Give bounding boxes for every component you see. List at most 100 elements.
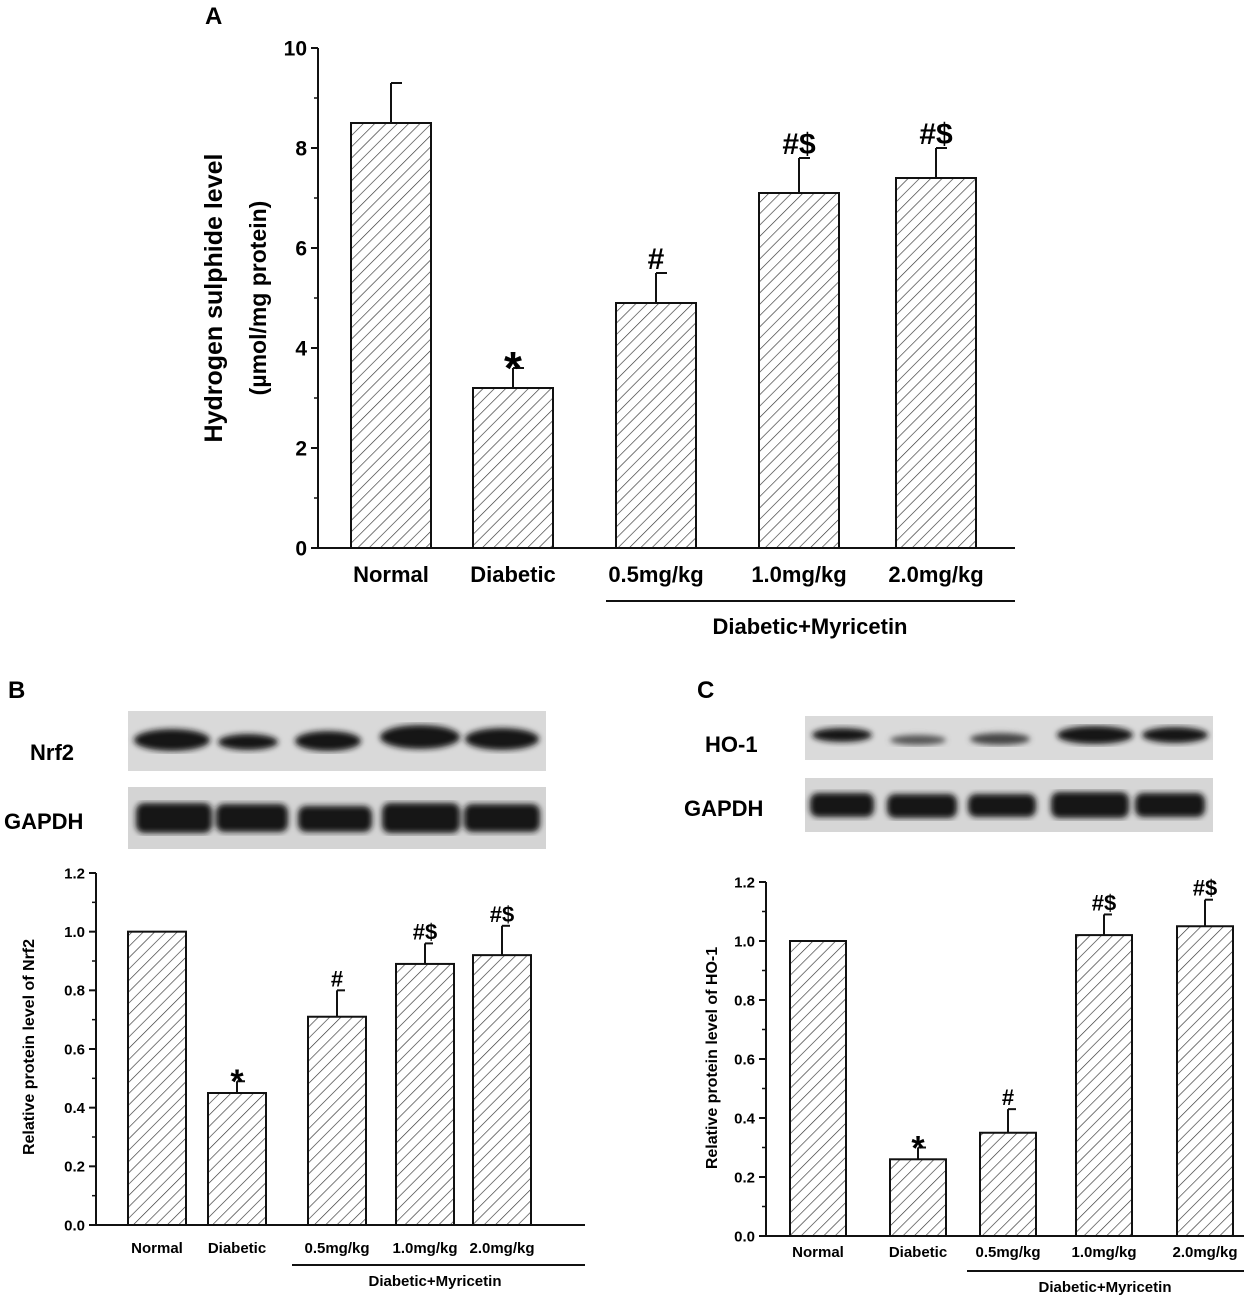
bar-c	[1075, 934, 1133, 1237]
significance-mark-a: *	[504, 342, 522, 394]
y-tick-label-c: 1.0	[734, 933, 755, 950]
y-axis-title-b: Relative protein level of Nrf2	[21, 939, 38, 1155]
blot-bands-ho1	[812, 726, 1208, 745]
category-label-a: Diabetic	[470, 562, 556, 587]
significance-mark-c: #$	[1092, 890, 1116, 915]
y-tick-label-a: 8	[295, 137, 307, 160]
y-tick-label-a: 2	[295, 437, 307, 460]
group-label-c: Diabetic+Myricetin	[1039, 1279, 1172, 1296]
band-gapdh-b-3	[298, 806, 372, 832]
panel-letter-b: B	[8, 677, 25, 704]
panel-letter-a: A	[205, 3, 222, 30]
band-nrf2-normal	[134, 729, 210, 751]
band-nrf2-diabetic	[218, 734, 278, 750]
category-label-c: Normal	[792, 1244, 844, 1261]
y-tick-label-b: 0.4	[64, 1100, 86, 1117]
y-tick-label-c: 0.0	[734, 1228, 755, 1245]
band-gapdh-c-1	[810, 793, 874, 817]
bar-c	[1176, 925, 1234, 1237]
y-tick-label-c: 0.2	[734, 1169, 755, 1186]
category-label-c: 0.5mg/kg	[975, 1244, 1040, 1261]
band-ho1-diabetic	[890, 735, 946, 745]
band-ho1-1.0	[1057, 726, 1133, 744]
band-gapdh-b-5	[464, 804, 540, 832]
y-tick-label-a: 6	[295, 237, 307, 260]
band-gapdh-c-3	[968, 794, 1036, 817]
bar-b	[307, 1015, 367, 1226]
significance-mark-c: #	[1002, 1085, 1014, 1110]
category-label-a: 2.0mg/kg	[888, 562, 983, 587]
band-ho1-0.5	[970, 733, 1030, 745]
significance-mark-a: #	[648, 243, 665, 276]
chart-panel-b: 0.0 0.2 0.4 0.6 0.8 1.0 1.2 Normal * Diabetic #0.5…	[21, 865, 585, 1290]
significance-mark-b: #$	[413, 919, 437, 944]
chart-panel-a: 0 2 4 6 8 10 Normal * Diabetic #0.5mg/kg #$ 1.0mg/k…	[200, 37, 1015, 639]
y-tick-label-b: 0.6	[64, 1041, 85, 1058]
band-gapdh-b-2	[216, 804, 288, 832]
y-tick-label-a: 10	[284, 37, 307, 60]
significance-mark-b: #	[331, 966, 343, 991]
blot-bands-gapdh-c	[810, 792, 1205, 818]
band-nrf2-1.0	[380, 725, 460, 749]
bar-a	[615, 302, 697, 549]
y-axis-title-unit-a: (µmol/mg protein)	[245, 201, 271, 396]
category-label-b: Normal	[131, 1240, 183, 1257]
y-tick-label-c: 0.8	[734, 992, 755, 1009]
category-label-b: Diabetic	[208, 1240, 266, 1257]
blot-label-gapdh-c: GAPDH	[684, 796, 763, 821]
significance-mark-c: #$	[1193, 876, 1217, 901]
blot-label-nrf2: Nrf2	[30, 740, 74, 765]
y-tick-label-b: 1.2	[64, 865, 85, 882]
band-ho1-normal	[812, 728, 872, 742]
category-label-b: 2.0mg/kg	[469, 1240, 534, 1257]
band-gapdh-c-5	[1135, 793, 1205, 817]
significance-mark-b: #$	[490, 902, 514, 927]
y-axis-title-c: Relative protein level of HO-1	[704, 947, 721, 1169]
category-label-a: 1.0mg/kg	[751, 562, 846, 587]
category-label-b: 1.0mg/kg	[392, 1240, 457, 1257]
blot-label-ho1: HO-1	[705, 732, 758, 757]
blot-bands-nrf2	[134, 725, 539, 751]
blot-label-gapdh-b: GAPDH	[4, 809, 83, 834]
band-gapdh-b-4	[382, 803, 460, 833]
band-gapdh-c-2	[887, 794, 957, 818]
bar-a	[758, 192, 840, 549]
y-tick-label-a: 4	[295, 337, 307, 360]
band-ho1-2.0	[1142, 727, 1208, 743]
category-label-c: 1.0mg/kg	[1071, 1244, 1136, 1261]
band-gapdh-c-4	[1051, 792, 1129, 818]
bar-b	[395, 962, 455, 1227]
group-label-b: Diabetic+Myricetin	[369, 1273, 502, 1290]
significance-mark-b: *	[230, 1063, 244, 1101]
group-label-a: Diabetic+Myricetin	[712, 614, 907, 639]
y-tick-label-c: 1.2	[734, 874, 755, 891]
category-label-a: Normal	[353, 562, 429, 587]
y-tick-label-b: 1.0	[64, 924, 85, 941]
category-label-b: 0.5mg/kg	[304, 1240, 369, 1257]
bar-c	[979, 1131, 1037, 1237]
bar-a	[350, 122, 432, 549]
category-label-a: 0.5mg/kg	[608, 562, 703, 587]
y-tick-label-b: 0.8	[64, 983, 85, 1000]
y-tick-label-b: 0.2	[64, 1159, 85, 1176]
bar-b	[127, 930, 187, 1227]
bar-a	[895, 177, 977, 549]
western-blot-c: HO-1 GAPDH	[684, 716, 1213, 832]
y-tick-label-a: 0	[295, 537, 307, 560]
y-tick-label-c: 0.6	[734, 1051, 755, 1068]
bar-c	[889, 1158, 947, 1238]
western-blot-b: Nrf2 GAPDH	[4, 711, 546, 849]
significance-mark-a: #$	[919, 118, 953, 151]
bar-b	[207, 1092, 267, 1226]
y-tick-label-b: 0.0	[64, 1217, 85, 1234]
chart-panel-c: 0.0 0.2 0.4 0.6 0.8 1.0 1.2 Normal * Diabetic #0.5…	[704, 874, 1244, 1296]
significance-mark-a: #$	[782, 128, 816, 161]
y-axis-title-a: Hydrogen sulphide level	[200, 154, 228, 443]
bar-a	[472, 387, 554, 549]
significance-mark-c: *	[911, 1129, 925, 1167]
bar-b	[472, 954, 532, 1227]
category-label-c: 2.0mg/kg	[1172, 1244, 1237, 1261]
bar-c	[789, 940, 847, 1237]
y-tick-label-c: 0.4	[734, 1110, 756, 1127]
